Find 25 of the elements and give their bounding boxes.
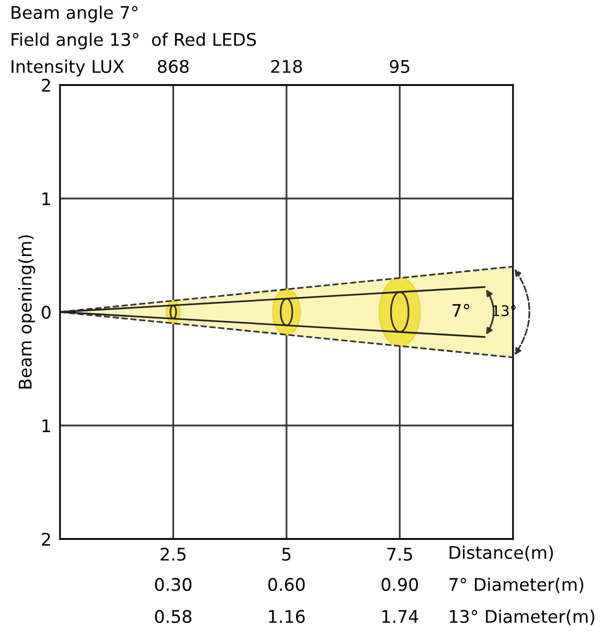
y-tick-label: 1 — [42, 419, 50, 432]
y-tick-label: 2 — [42, 532, 50, 546]
text: Intensity LUX — [12, 60, 124, 76]
x-tick-label: 5 — [282, 548, 291, 561]
y-tick-label: 2 — [42, 78, 50, 92]
text: 1.16 — [269, 610, 305, 624]
text: 95 — [390, 60, 410, 74]
text: 0.90 — [382, 578, 418, 592]
text: 0.30 — [155, 578, 192, 592]
x-tick-label: 2.5 — [160, 548, 186, 561]
text: 0.58 — [155, 610, 192, 624]
text: 868 — [158, 60, 189, 74]
x-tick-label: 7.5 — [387, 548, 412, 561]
x-axis-title: Distance(m) — [450, 546, 553, 562]
y-axis-title: Beam opening(m) — [18, 235, 36, 388]
annotation: 7° — [452, 304, 470, 317]
chart-title: Beam angle 7° — [12, 6, 138, 22]
text: 7° Diameter(m) — [449, 578, 584, 594]
chart-subtitle: Field angle 13° of Red LEDS — [12, 32, 256, 50]
text: 218 — [271, 60, 302, 74]
y-tick-label: 1 — [42, 192, 50, 206]
y-tick-label: 0 — [42, 306, 51, 319]
text: 0.60 — [268, 578, 305, 592]
text: 1.74 — [382, 610, 418, 623]
text: 13° Diameter(m) — [450, 610, 594, 626]
